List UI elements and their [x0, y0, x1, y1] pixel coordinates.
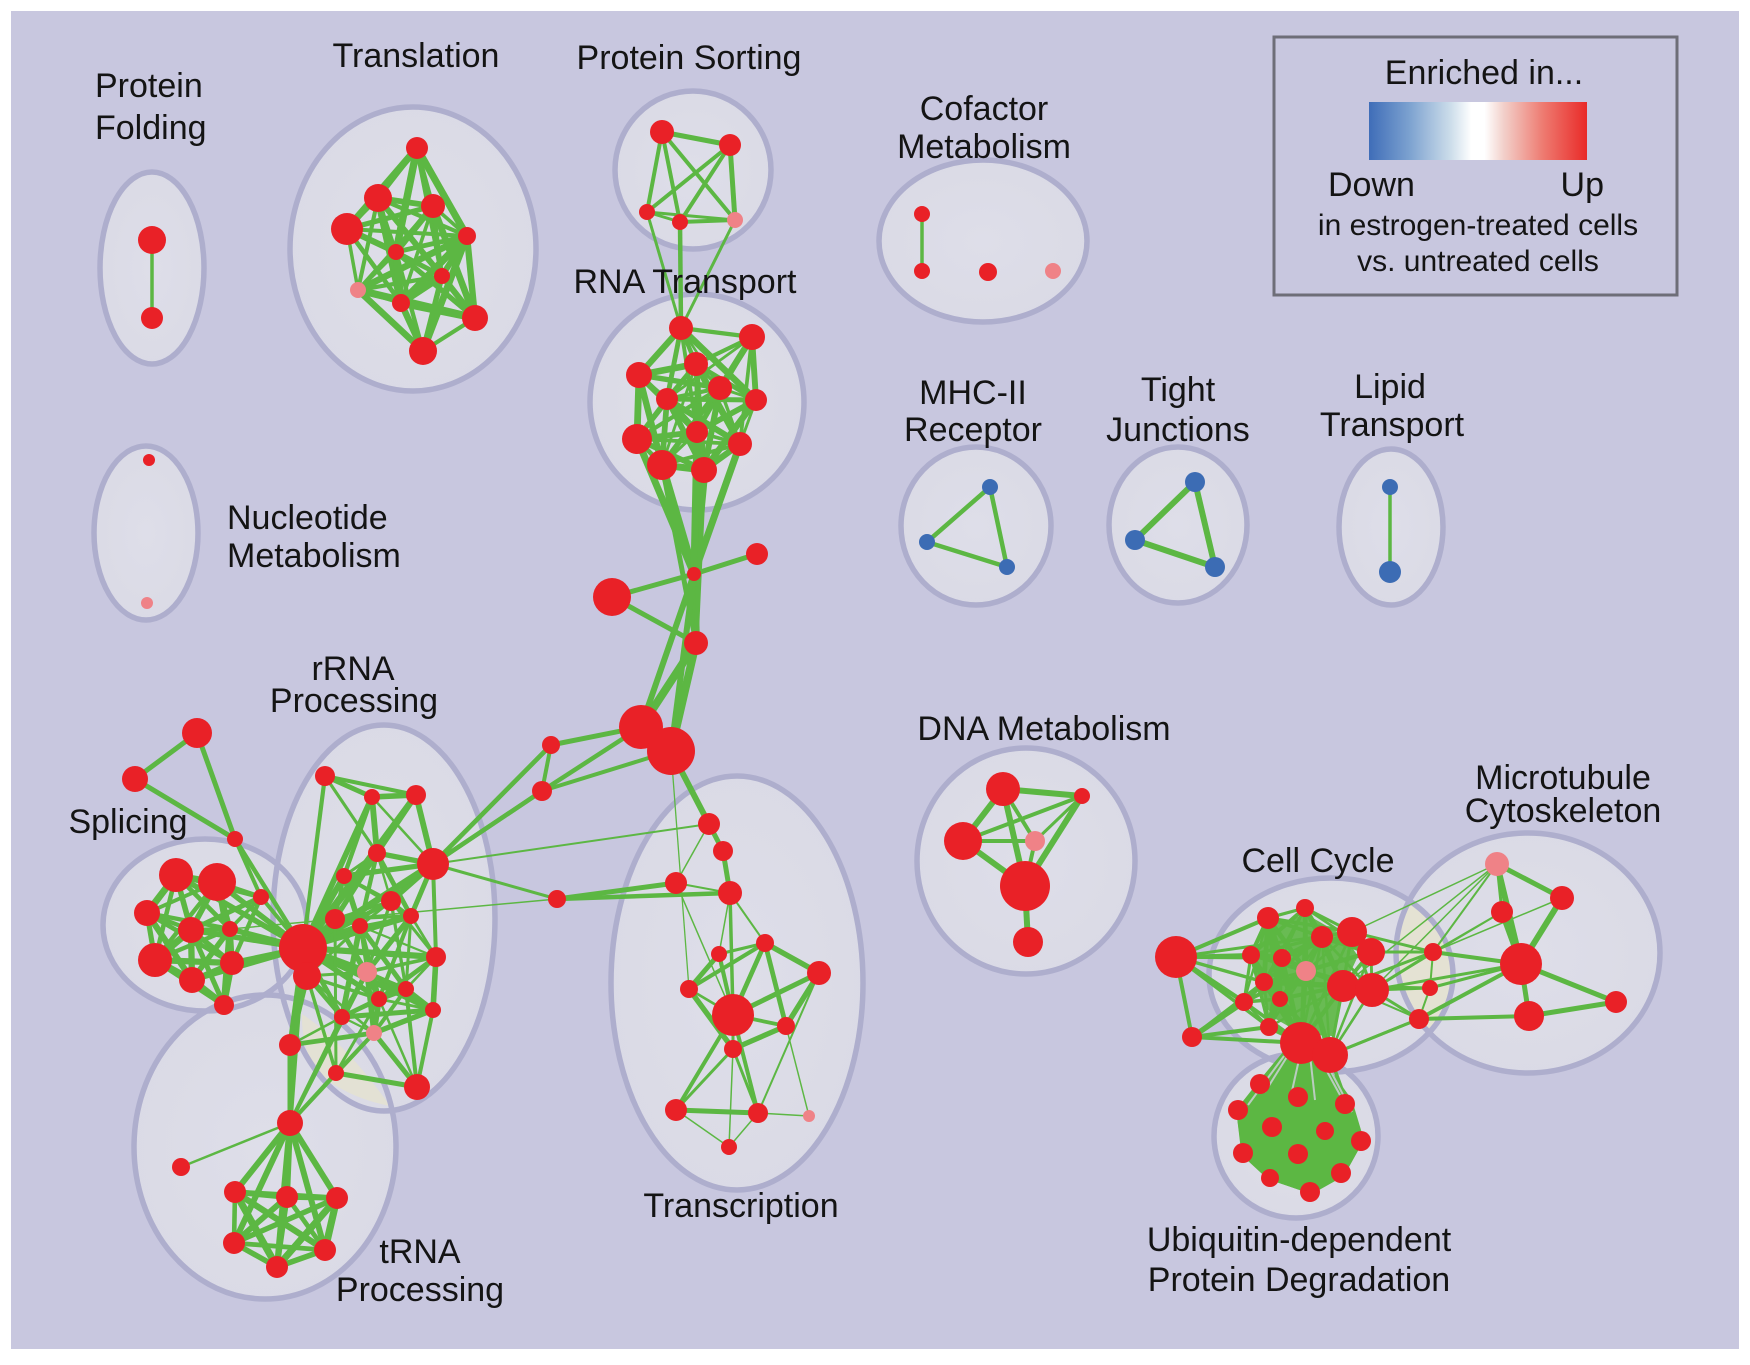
svg-text:Translation: Translation: [333, 37, 500, 75]
svg-text:Ubiquitin-dependent: Ubiquitin-dependent: [1147, 1221, 1452, 1259]
svg-text:Folding: Folding: [95, 109, 207, 147]
svg-text:RNA Transport: RNA Transport: [574, 263, 798, 301]
svg-text:Receptor: Receptor: [904, 411, 1042, 449]
svg-text:Down: Down: [1328, 166, 1415, 204]
svg-text:DNA Metabolism: DNA Metabolism: [917, 710, 1170, 748]
svg-text:Protein Degradation: Protein Degradation: [1148, 1261, 1450, 1299]
svg-text:Lipid: Lipid: [1354, 368, 1426, 406]
svg-text:Processing: Processing: [336, 1271, 504, 1309]
svg-text:Tight: Tight: [1141, 371, 1216, 409]
svg-text:vs. untreated cells: vs. untreated cells: [1357, 245, 1599, 278]
svg-text:Processing: Processing: [270, 682, 438, 720]
svg-text:Cofactor: Cofactor: [920, 90, 1049, 128]
svg-text:Microtubule: Microtubule: [1475, 759, 1651, 797]
svg-text:tRNA: tRNA: [379, 1233, 461, 1271]
svg-text:Nucleotide: Nucleotide: [227, 499, 388, 537]
svg-text:Up: Up: [1561, 166, 1604, 204]
svg-text:in estrogen-treated cells: in estrogen-treated cells: [1318, 209, 1638, 242]
svg-text:MHC-II: MHC-II: [919, 374, 1027, 412]
svg-text:Metabolism: Metabolism: [897, 128, 1071, 166]
svg-text:Transcription: Transcription: [643, 1187, 838, 1225]
svg-text:Enriched in...: Enriched in...: [1385, 54, 1583, 92]
svg-text:Junctions: Junctions: [1106, 411, 1250, 449]
svg-text:Cell Cycle: Cell Cycle: [1241, 842, 1394, 880]
svg-text:Protein Sorting: Protein Sorting: [577, 39, 802, 77]
svg-text:Cytoskeleton: Cytoskeleton: [1465, 792, 1662, 830]
svg-text:Splicing: Splicing: [68, 803, 187, 841]
svg-text:Transport: Transport: [1320, 406, 1465, 444]
svg-text:Metabolism: Metabolism: [227, 537, 401, 575]
svg-text:Protein: Protein: [95, 67, 203, 105]
svg-text:rRNA: rRNA: [311, 650, 394, 688]
